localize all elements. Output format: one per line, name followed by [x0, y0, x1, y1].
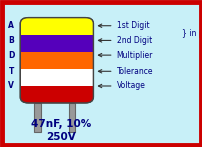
- Text: Tolerance: Tolerance: [116, 67, 153, 76]
- Text: 47nF, 10%: 47nF, 10%: [31, 119, 90, 129]
- Text: T: T: [8, 67, 14, 76]
- Text: Voltage: Voltage: [116, 81, 145, 91]
- Text: 250V: 250V: [46, 132, 75, 142]
- Text: Multiplier: Multiplier: [116, 51, 152, 60]
- Bar: [20, 18, 93, 35]
- Text: V: V: [8, 81, 14, 91]
- Bar: [34, 103, 41, 132]
- Text: A: A: [8, 21, 14, 30]
- Text: 2nd Digit: 2nd Digit: [116, 36, 151, 45]
- Text: B: B: [8, 36, 14, 45]
- Bar: [20, 86, 93, 103]
- Bar: [20, 35, 93, 52]
- Text: 1st Digit: 1st Digit: [116, 21, 149, 30]
- Bar: [68, 103, 75, 132]
- FancyBboxPatch shape: [20, 18, 93, 103]
- Text: D: D: [8, 51, 14, 60]
- Bar: [20, 52, 93, 69]
- Bar: [20, 69, 93, 86]
- Text: } in pF: } in pF: [181, 29, 202, 38]
